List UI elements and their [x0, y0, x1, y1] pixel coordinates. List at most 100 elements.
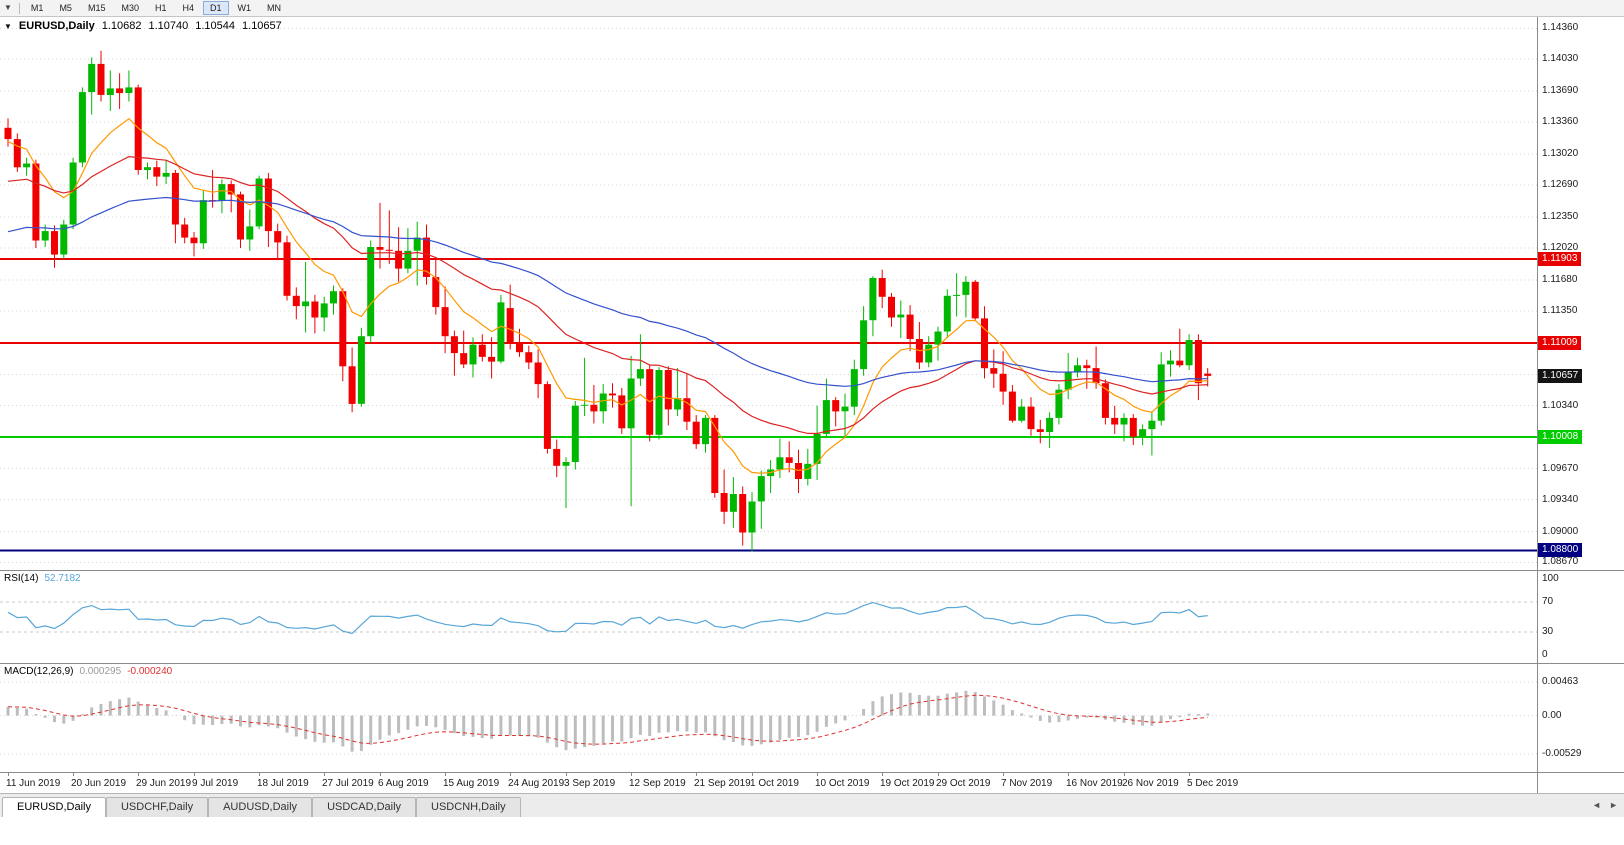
candle-body: [1036, 429, 1044, 432]
price-level-badge: 1.08800: [1538, 543, 1583, 558]
date-axis-label: 3 Sep 2019: [564, 778, 616, 789]
rsi-name: RSI(14): [4, 573, 39, 584]
candle-body: [1074, 365, 1081, 372]
candle-body: [1120, 417, 1128, 425]
date-tick: [259, 773, 260, 776]
chart-tab-usdcnh-daily[interactable]: USDCNH,Daily: [416, 797, 521, 817]
timeframe-button-d1[interactable]: D1: [203, 1, 229, 15]
candle-body: [618, 395, 626, 429]
rsi-line: [7, 601, 1208, 635]
current-price-badge: 1.10657: [1538, 368, 1583, 383]
candle-body: [385, 249, 393, 251]
candle-body: [990, 368, 998, 374]
candle-body: [116, 88, 124, 94]
timeframe-button-m15[interactable]: M15: [81, 1, 113, 15]
date-tick: [631, 773, 632, 776]
candle-body: [357, 336, 365, 404]
candle-body: [320, 303, 328, 318]
chart-tab-usdcad-daily[interactable]: USDCAD,Daily: [312, 797, 417, 817]
candle-body: [609, 393, 616, 396]
candle-body: [274, 231, 282, 243]
candle-body: [841, 406, 849, 412]
tab-scroll-buttons: ◄ ►: [1592, 800, 1618, 810]
candle-body: [543, 384, 551, 449]
candle-body: [283, 242, 291, 296]
rsi-plot[interactable]: [0, 571, 1537, 663]
candle-body: [153, 167, 161, 177]
tab-scroll-right-button[interactable]: ►: [1609, 800, 1618, 810]
main-chart-plot[interactable]: [0, 17, 1537, 570]
chart-tab-audusd-daily[interactable]: AUDUSD,Daily: [208, 797, 313, 817]
candle-body: [460, 353, 468, 365]
main-chart-panel: 1.14360 1.14030 1.13690 1.13360 1.13020 1.126…: [0, 17, 1624, 570]
candle-body: [729, 494, 737, 512]
candle-body: [971, 281, 979, 319]
candle-body: [804, 463, 812, 479]
candle-body: [78, 92, 86, 163]
date-axis-label: 26 Nov 2019: [1122, 778, 1179, 789]
timeframe-button-mn[interactable]: MN: [260, 1, 288, 15]
candle-body: [878, 278, 886, 297]
candle-body: [627, 378, 635, 429]
candle-body: [1194, 340, 1202, 384]
candle-body: [41, 231, 49, 241]
chart-tab-usdchf-daily[interactable]: USDCHF,Daily: [105, 797, 209, 817]
macd-axis-label: 0.00463: [1542, 676, 1579, 687]
time-axis[interactable]: 11 Jun 2019 20 Jun 2019 29 Jun 2019 9 Jul 2…: [0, 772, 1624, 793]
chart-menu-icon[interactable]: ▼: [4, 21, 12, 31]
candle-body: [888, 296, 895, 318]
candle-body: [943, 295, 951, 332]
candle-body: [125, 87, 133, 93]
timeframe-button-m30[interactable]: M30: [114, 1, 146, 15]
price-level-badge: 1.10008: [1538, 429, 1583, 444]
timeframe-button-h1[interactable]: H1: [148, 1, 174, 15]
date-tick: [938, 773, 939, 776]
price-axis-label: 1.12350: [1542, 210, 1579, 222]
candle-body: [906, 314, 914, 339]
price-axis[interactable]: 1.14360 1.14030 1.13690 1.13360 1.13020 1.126…: [1537, 17, 1624, 570]
date-labels: 11 Jun 2019 20 Jun 2019 29 Jun 2019 9 Jul 2…: [0, 773, 1537, 793]
timeframe-button-w1[interactable]: W1: [231, 1, 259, 15]
candle-body: [1101, 383, 1109, 418]
candle-body: [571, 405, 579, 462]
date-axis-label: 11 Jun 2019: [6, 778, 61, 789]
ohlc-high: 1.10740: [148, 20, 189, 32]
ohlc-open: 1.10682: [101, 20, 142, 32]
candle-body: [60, 224, 68, 255]
candle-body: [757, 476, 765, 502]
price-axis-label: 1.13020: [1542, 148, 1579, 160]
date-tick: [8, 773, 9, 776]
date-axis-label: 19 Oct 2019: [880, 778, 935, 789]
candle-body: [367, 247, 375, 337]
timeframe-button-m1[interactable]: M1: [24, 1, 51, 15]
candle-body: [850, 369, 858, 407]
price-axis-label: 1.09670: [1542, 462, 1579, 474]
price-axis-label: 1.12690: [1542, 179, 1579, 191]
candle-body: [497, 302, 505, 362]
candle-body: [674, 398, 682, 410]
timeframe-button-m5[interactable]: M5: [52, 1, 79, 15]
candle-body: [32, 163, 40, 241]
candle-body: [720, 493, 728, 512]
candle-body: [395, 250, 403, 269]
candle-body: [330, 291, 337, 304]
tab-scroll-left-button[interactable]: ◄: [1592, 800, 1602, 810]
rsi-axis[interactable]: 100 70 30 0: [1537, 571, 1624, 663]
candle-body: [1111, 417, 1119, 425]
timeframe-button-h4[interactable]: H4: [176, 1, 202, 15]
candle-body: [934, 331, 942, 345]
chart-tab-eurusd-daily[interactable]: EURUSD,Daily: [2, 797, 106, 817]
macd-plot[interactable]: [0, 664, 1537, 772]
macd-signal-line: [7, 694, 1208, 745]
chart-header: ▼ EURUSD,Daily 1.10682 1.10740 1.10544 1…: [4, 20, 282, 32]
candle-body: [562, 462, 570, 466]
candle-body: [423, 237, 430, 277]
rsi-axis-label: 70: [1542, 595, 1554, 607]
candle-body: [999, 373, 1007, 392]
rsi-label: RSI(14) 52.7182: [4, 573, 81, 584]
toolbar-menu-icon[interactable]: ▼: [4, 3, 12, 12]
candle-body: [776, 457, 784, 470]
macd-axis[interactable]: 0.00463 0.00 -0.00529: [1537, 664, 1624, 772]
price-axis-label: 1.10340: [1542, 399, 1579, 411]
